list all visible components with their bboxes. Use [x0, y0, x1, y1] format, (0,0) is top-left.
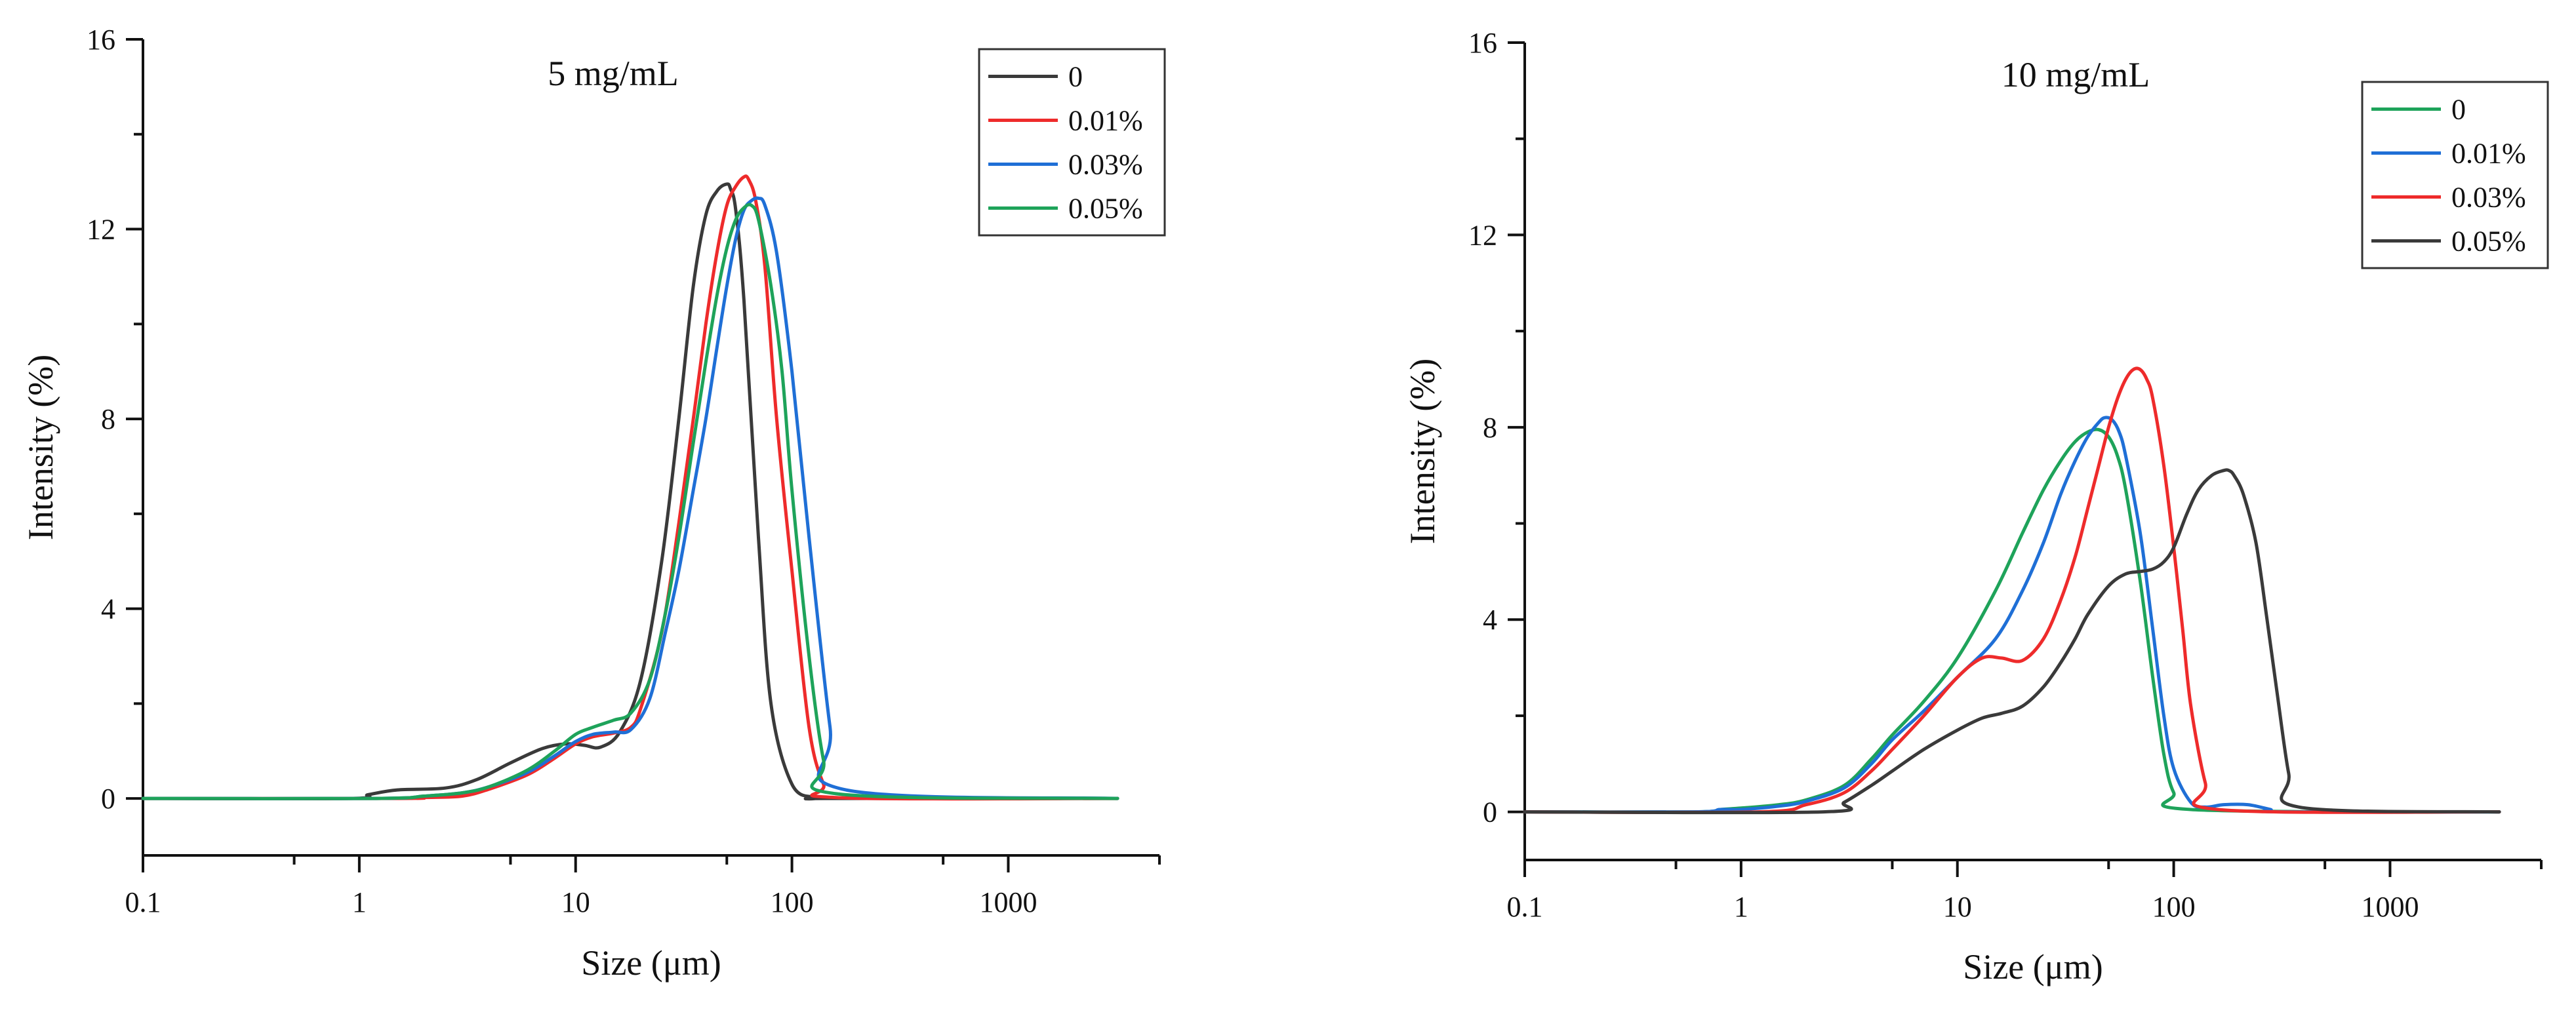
x-tick-label: 100 [771, 886, 814, 918]
x-tick-label: 10 [561, 886, 590, 918]
legend-label: 0.03% [2451, 182, 2526, 214]
legend-label: 0.05% [2451, 225, 2526, 258]
series-line-1 [1523, 416, 2501, 814]
series-line-2 [1523, 366, 2501, 814]
y-tick-label: 0 [1483, 796, 1497, 829]
y-tick-label: 16 [87, 24, 115, 56]
legend-box [2361, 81, 2549, 269]
series-line-0 [141, 182, 1119, 801]
legend-label: 0.05% [1068, 193, 1143, 225]
y-tick-label: 8 [101, 403, 115, 435]
x-tick-label: 1000 [979, 886, 1037, 918]
y-tick-label: 4 [101, 593, 115, 625]
chart-panel-10-mg-ml: 0 4 8 12 16 0.1 1 10 100 1000 Size (μm) Intensity (… [1403, 27, 2549, 987]
legend-label: 0.01% [2451, 138, 2526, 170]
series-line-3 [141, 203, 1119, 800]
legend-label: 0.01% [1068, 105, 1143, 137]
legend-label: 0.03% [1068, 149, 1143, 181]
chart-title: 5 mg/mL [548, 54, 679, 93]
series-line-0 [1523, 427, 2501, 814]
y-tick-label: 8 [1483, 412, 1497, 444]
chart-panel-5-mg-ml: 0 4 8 12 16 0.1 1 10 100 1000 Size (μm) Intensity (… [21, 24, 1166, 983]
y-axis-title: Intensity (%) [21, 355, 60, 540]
legend-box [978, 48, 1166, 237]
y-tick-label: 12 [1468, 219, 1497, 251]
x-tick-label: 1000 [2361, 891, 2419, 923]
x-tick-label: 100 [2152, 891, 2196, 923]
y-tick-label: 16 [1468, 27, 1497, 59]
y-tick-label: 0 [101, 783, 115, 815]
x-tick-label: 0.1 [125, 886, 161, 918]
legend-label: 0 [2451, 94, 2466, 126]
series-line-3 [1523, 468, 2501, 815]
x-tick-label: 1 [352, 886, 367, 918]
x-tick-label: 10 [1943, 891, 1972, 923]
legend-label: 0 [1068, 61, 1083, 93]
series-line-1 [141, 174, 1119, 801]
x-tick-label: 0.1 [1507, 891, 1543, 923]
y-tick-label: 12 [87, 214, 115, 246]
y-axis-title: Intensity (%) [1403, 359, 1442, 544]
x-axis-title: Size (μm) [1963, 947, 2103, 987]
x-tick-label: 1 [1734, 891, 1748, 923]
x-axis-title: Size (μm) [581, 943, 721, 983]
chart-title: 10 mg/mL [2002, 55, 2150, 94]
y-tick-label: 4 [1483, 604, 1497, 636]
